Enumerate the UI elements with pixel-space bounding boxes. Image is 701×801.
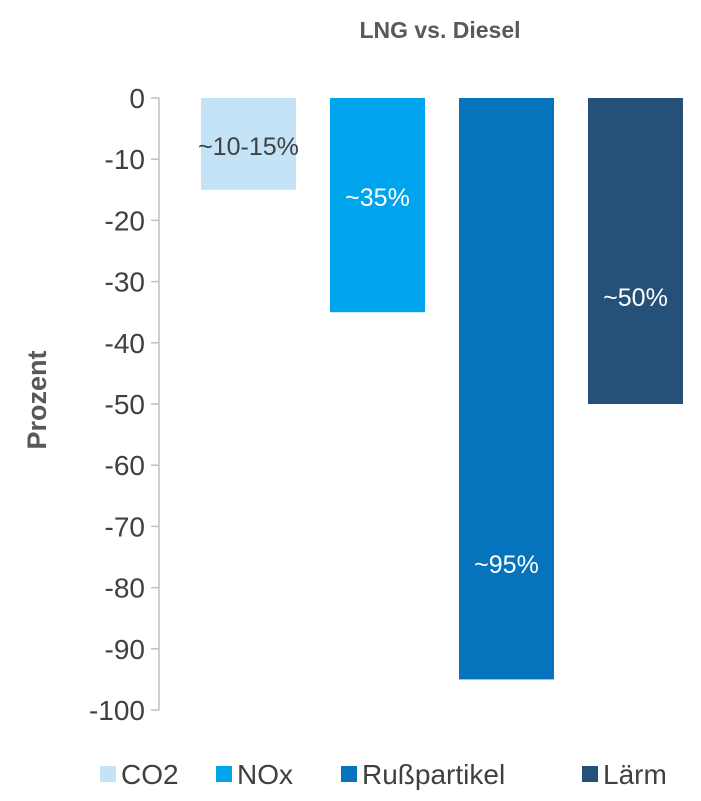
y-tick-label: -70 xyxy=(105,511,145,542)
legend-label: Rußpartikel xyxy=(362,759,505,790)
legend-label: Lärm xyxy=(603,759,667,790)
y-tick-label: -90 xyxy=(105,634,145,665)
y-tick-label: -20 xyxy=(105,205,145,236)
bar xyxy=(330,98,425,313)
y-axis-label: Prozent xyxy=(22,350,52,449)
y-tick-label: -50 xyxy=(105,389,145,420)
legend-label: CO2 xyxy=(121,759,179,790)
bar xyxy=(201,98,296,190)
y-tick-label: -100 xyxy=(89,695,145,726)
legend-label: NOx xyxy=(237,759,293,790)
legend-swatch xyxy=(341,766,357,782)
data-label: ~95% xyxy=(474,551,539,579)
y-tick-label: -30 xyxy=(105,267,145,298)
y-tick-label: -80 xyxy=(105,573,145,604)
bar xyxy=(588,98,683,404)
data-labels: ~10-15% ~35% ~95% ~50% xyxy=(198,133,668,579)
data-label: ~50% xyxy=(603,284,668,312)
legend-swatch xyxy=(100,766,116,782)
y-tick-label: -60 xyxy=(105,450,145,481)
y-tick-label: -40 xyxy=(105,328,145,359)
y-axis-ticks: 0 -10 -20 -30 -40 -50 -60 -70 -80 -90 -100 xyxy=(89,83,159,726)
legend-swatch xyxy=(582,766,598,782)
chart-title: LNG vs. Diesel xyxy=(359,17,520,43)
data-label: ~10-15% xyxy=(198,133,299,161)
bar xyxy=(459,98,554,680)
bars xyxy=(201,98,683,680)
y-tick-label: -10 xyxy=(105,144,145,175)
y-tick-label: 0 xyxy=(129,83,145,114)
legend: CO2 NOx Rußpartikel Lärm xyxy=(100,759,667,790)
data-label: ~35% xyxy=(345,184,410,212)
legend-swatch xyxy=(216,766,232,782)
